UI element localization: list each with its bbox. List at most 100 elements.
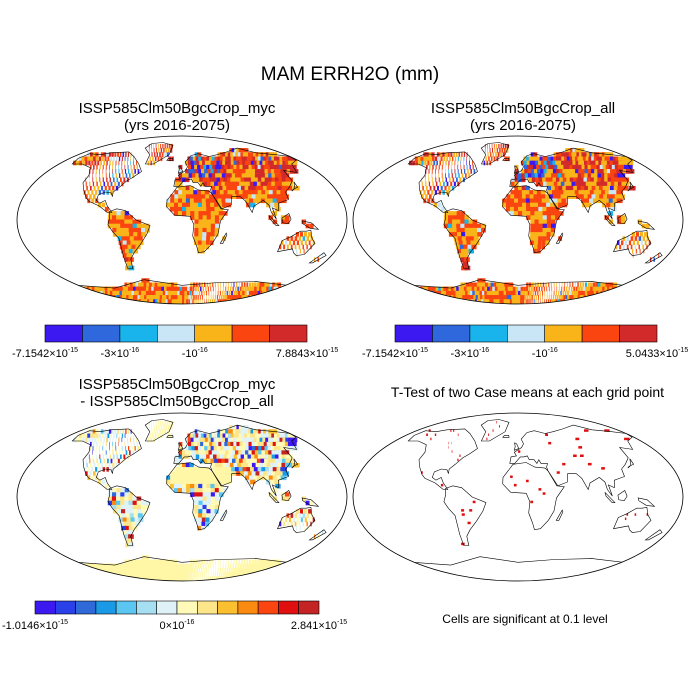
grid-cell: [509, 282, 514, 288]
grid-cell: [258, 572, 263, 577]
grid-cell: [149, 282, 155, 288]
grid-cell: [131, 244, 137, 250]
grid-cell: [550, 156, 556, 162]
grid-cell: [591, 185, 598, 191]
grid-cell: [259, 282, 262, 288]
coastline-africa: [166, 462, 229, 531]
grid-cell: [212, 282, 214, 288]
grid-cell: [538, 160, 543, 166]
grid-cell: [206, 219, 212, 225]
grid-cell: [532, 160, 537, 166]
coastline-uk: [177, 442, 184, 451]
grid-cell: [154, 433, 157, 439]
grid-cell: [599, 185, 606, 191]
grid-cell: [445, 164, 446, 170]
grid-cell: [130, 240, 136, 246]
grid-cell: [115, 185, 119, 191]
grid-cell: [218, 173, 224, 178]
grid-cell: [101, 299, 112, 304]
grid-cell: [127, 244, 133, 250]
grid-cell: [552, 295, 555, 300]
grid-cell: [193, 160, 198, 166]
grid-cell: [182, 483, 187, 489]
grid-cell: [178, 177, 183, 183]
grid-cell: [529, 190, 534, 195]
grid-cell: [268, 286, 273, 292]
grid-cell: [227, 164, 234, 170]
grid-cell: [103, 299, 113, 304]
grid-cell: [514, 177, 519, 183]
grid-cell: [544, 299, 546, 304]
coastline-south-america: [107, 485, 151, 546]
grid-cell: [502, 286, 507, 292]
grid-cell: [174, 198, 179, 204]
grid-cell: [536, 190, 542, 195]
grid-cell: [499, 148, 501, 153]
grid-cell: [254, 282, 257, 288]
grid-cell: [469, 509, 473, 512]
grid-cell: [209, 194, 214, 199]
grid-cell: [539, 164, 544, 170]
coastline-north-america: [71, 151, 142, 213]
grid-cell: [542, 223, 548, 229]
grid-cell: [547, 173, 553, 178]
grid-cell: [231, 567, 233, 573]
grid-cell: [193, 194, 199, 199]
grid-cell: [460, 169, 463, 174]
grid-cell: [108, 185, 111, 191]
grid-cell: [109, 177, 111, 183]
grid-cell: [95, 454, 97, 460]
grid-cell: [218, 441, 224, 447]
grid-cell: [85, 567, 96, 573]
grid-cell: [274, 185, 281, 191]
grid-cell: [606, 185, 613, 191]
grid-cell: [95, 446, 97, 451]
grid-cell: [248, 290, 253, 296]
grid-cell: [182, 194, 187, 199]
panel-3-title-line2: - ISSP585Clm50BgcCrop_all: [80, 393, 274, 410]
grid-cell: [186, 202, 191, 208]
grid-cell: [574, 299, 578, 304]
panel-4-title: T-Test of two Case means at each grid po…: [355, 384, 700, 401]
grid-cell: [134, 240, 140, 246]
grid-cell: [256, 286, 260, 292]
grid-cell: [507, 299, 511, 304]
grid-cell: [209, 441, 215, 447]
grid-cell: [607, 286, 612, 292]
grid-cell: [522, 202, 527, 208]
grid-cell: [431, 156, 435, 162]
grid-cell: [221, 458, 227, 464]
grid-cell: [190, 492, 195, 497]
grid-cell: [427, 190, 430, 195]
grid-cell: [530, 223, 535, 229]
grid-cell: [298, 513, 302, 518]
grid-cell: [198, 211, 203, 216]
grid-cell: [425, 194, 428, 199]
grid-cell: [128, 219, 133, 225]
grid-cell: [157, 559, 162, 565]
grid-cell: [271, 194, 278, 199]
grid-cell: [220, 286, 222, 292]
grid-cell: [194, 496, 199, 502]
grid-cell: [509, 206, 515, 212]
grid-cell: [529, 282, 532, 288]
grid-cell: [125, 525, 131, 531]
grid-cell: [194, 576, 196, 581]
grid-cell: [161, 286, 166, 292]
grid-cell: [492, 148, 493, 153]
grid-cell: [428, 295, 439, 300]
grid-cell: [216, 190, 222, 195]
grid-cell: [457, 160, 459, 166]
grid-cell: [209, 240, 214, 246]
grid-cell: [533, 190, 538, 195]
grid-cell: [638, 244, 640, 250]
grid-cell: [557, 295, 559, 300]
grid-cell: [217, 198, 223, 204]
grid-cell: [473, 169, 476, 174]
grid-cell: [527, 173, 533, 178]
grid-cell: [201, 475, 207, 481]
grid-cell: [91, 160, 94, 166]
coastline-antarctica: [412, 556, 625, 581]
grid-cell: [465, 232, 471, 237]
grid-cell: [236, 576, 240, 581]
